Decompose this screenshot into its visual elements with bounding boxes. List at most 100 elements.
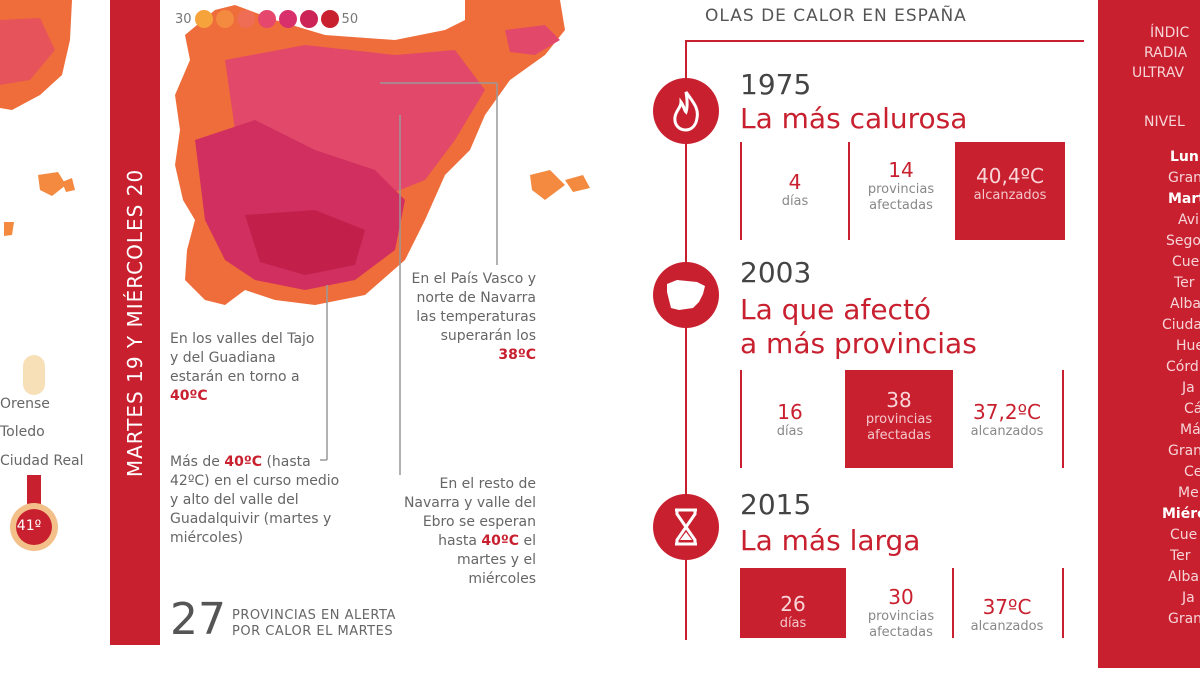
uv-province: Ciudad: [1162, 317, 1200, 333]
uv-day-label: Mart: [1168, 191, 1200, 207]
spain-map-icon: [667, 280, 705, 310]
alert-provinces: 27 PROVINCIAS EN ALERTA POR CALOR EL MAR…: [170, 594, 396, 645]
divider: [740, 370, 742, 468]
divider: [848, 142, 850, 240]
uv-province: Alba: [1168, 569, 1199, 585]
scale-dot: [236, 10, 255, 28]
divider: [1062, 142, 1064, 240]
stat-days: 26 días: [740, 568, 846, 638]
uv-header: ULTRAV: [1132, 65, 1185, 81]
stat-temperature: 40,4ºC alcanzados: [955, 142, 1065, 240]
uv-header: ÍNDIC: [1150, 25, 1190, 41]
divider: [1062, 568, 1064, 638]
note-text: Más de: [170, 454, 225, 470]
stat-label: alcanzados: [970, 619, 1044, 634]
alert-number: 27: [170, 594, 226, 645]
stat-provinces: 38 provincias afectadas: [845, 370, 953, 468]
stat-label: días: [781, 194, 809, 209]
heatwave-year: 1975: [740, 68, 812, 101]
note-text: En el País Vasco y norte de Navarra las …: [411, 271, 536, 344]
uv-province: Mál: [1180, 422, 1200, 438]
scale-dot: [320, 10, 339, 28]
scale-dot: [215, 10, 234, 28]
stat-value: 26: [780, 592, 806, 616]
note-text: (hasta 42ºC) en el curso medio y alto de…: [170, 454, 340, 546]
temperature-scale-legend: 30 50: [175, 10, 358, 28]
heatwave-headline: La más calurosa: [740, 102, 968, 135]
stat-provinces: 30 provincias afectadas: [852, 585, 950, 641]
uv-province: Ja: [1182, 380, 1195, 396]
heatwave-2015-circle: [653, 494, 719, 560]
stat-value: 37ºC: [982, 595, 1032, 619]
uv-province: Cá: [1184, 401, 1200, 417]
heatwave-2003-circle: [653, 262, 719, 328]
note-highlight: 40ºC: [481, 533, 520, 549]
stat-label: alcanzados: [970, 424, 1044, 439]
uv-province: Hue: [1176, 338, 1200, 354]
divider: [1062, 370, 1064, 468]
scale-min-label: 30: [175, 11, 192, 27]
stat-value: 37,2ºC: [973, 400, 1041, 424]
uv-province: Mel: [1178, 485, 1200, 501]
stat-value: 16: [777, 400, 803, 424]
uv-level-label: NIVEL: [1144, 114, 1185, 130]
uv-province: Alba: [1170, 296, 1200, 312]
stat-label: días: [776, 424, 804, 439]
stat-value: 14: [888, 158, 914, 182]
uv-header: RADIA: [1144, 45, 1188, 61]
uv-province: Cue: [1172, 254, 1200, 270]
heatwaves-title: OLAS DE CALOR EN ESPAÑA: [705, 6, 967, 26]
scale-dot: [299, 10, 318, 28]
note-guadalquivir: Más de 40ºC (hasta 42ºC) en el curso med…: [170, 453, 345, 548]
scale-dot: [257, 10, 276, 28]
note-navarra: En el resto de Navarra y valle del Ebro …: [388, 475, 536, 589]
note-highlight: 40ºC: [170, 388, 208, 404]
timeline-line: [685, 40, 687, 640]
heatwave-headline-line: a más provincias: [740, 327, 977, 360]
uv-day-label: Lun: [1170, 149, 1199, 165]
note-highlight: 40ºC: [224, 454, 263, 470]
hourglass-icon: [675, 508, 697, 546]
stat-value: 40,4ºC: [976, 164, 1044, 188]
scale-max-label: 50: [341, 11, 359, 27]
alert-line-2: POR CALOR EL MARTES: [232, 624, 394, 639]
uv-province: Sego: [1166, 233, 1200, 249]
stat-label: provincias afectadas: [867, 182, 935, 213]
stat-label: alcanzados: [973, 188, 1047, 203]
uv-province: Gran: [1168, 611, 1200, 627]
stat-label: provincias afectadas: [867, 609, 935, 640]
thermometer-value: 41º: [16, 518, 42, 534]
stat-provinces: 14 provincias afectadas: [852, 158, 950, 214]
divider: [952, 568, 954, 638]
title-rule: [686, 40, 1084, 42]
date-banner-text: MARTES 19 Y MIÉRCOLES 20: [123, 168, 147, 477]
note-pais-vasco: En el País Vasco y norte de Navarra las …: [408, 270, 536, 365]
alert-line-1: PROVINCIAS EN ALERTA: [232, 608, 396, 623]
callout-lines: [380, 82, 498, 475]
callout-line: [320, 285, 328, 461]
note-text: el martes y el miércoles: [456, 533, 536, 587]
heatwave-year: 2015: [740, 488, 812, 521]
uv-province: Córd: [1166, 359, 1199, 375]
stat-value: 30: [888, 585, 914, 609]
divider: [740, 142, 742, 240]
stat-temperature: 37,2ºC alcanzados: [958, 400, 1056, 440]
uv-province: Ter: [1174, 275, 1195, 291]
uv-province: Ce: [1184, 464, 1200, 480]
heatwave-1975-circle: [653, 78, 719, 144]
city-label: Ciudad Real: [0, 453, 84, 469]
thermometer-icon: [10, 355, 58, 551]
note-text: En el resto de Navarra y valle del Ebro …: [403, 476, 536, 549]
stat-days: 16 días: [755, 400, 825, 440]
uv-province: Cue: [1170, 527, 1198, 543]
uv-province: Ja: [1182, 590, 1195, 606]
note-text: En los valles del Tajo y del Guadiana es…: [170, 331, 315, 385]
city-label: Toledo: [0, 424, 45, 440]
date-banner: MARTES 19 Y MIÉRCOLES 20: [110, 0, 160, 645]
uv-province: Avi: [1178, 212, 1199, 228]
heatwave-headline: La más larga: [740, 524, 921, 557]
flame-icon: [673, 91, 699, 132]
uv-index-panel: ÍNDIC RADIA ULTRAV NIVEL Lun Gran Mart Avi S…: [1098, 0, 1200, 668]
map-fragment-portugal: [0, 0, 75, 236]
scale-dot: [278, 10, 297, 28]
